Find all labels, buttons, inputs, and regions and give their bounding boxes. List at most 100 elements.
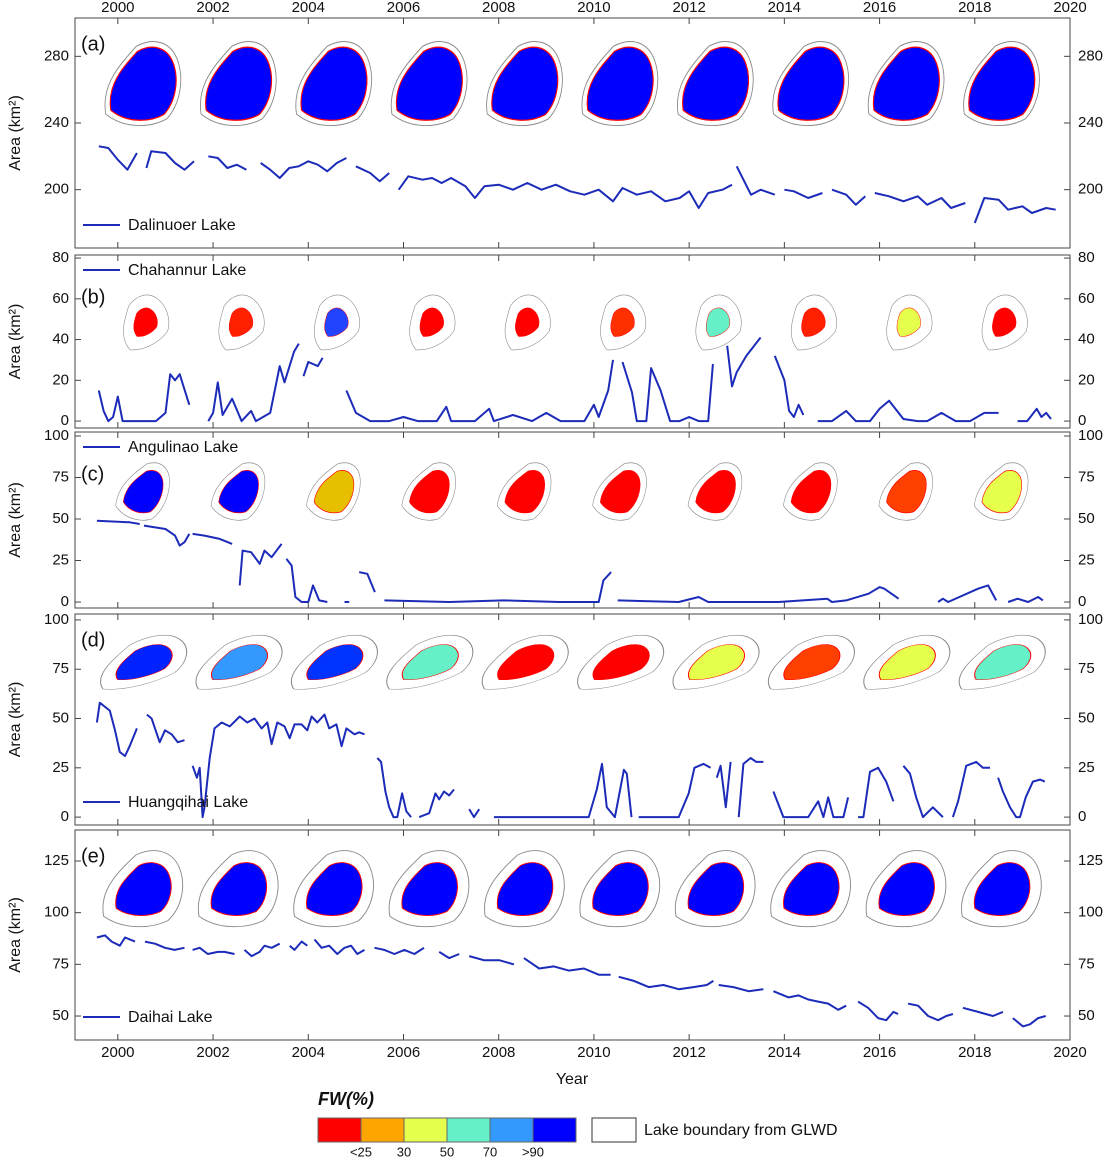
x-tick-label: 2010 <box>577 1044 610 1061</box>
lake-water <box>981 470 1022 514</box>
y-tick-label: 0 <box>61 412 69 429</box>
y2-tick-label: 50 <box>1078 1007 1095 1024</box>
lake-map <box>886 294 933 351</box>
colorbar-swatch <box>532 1117 577 1143</box>
legend-label: Daihai Lake <box>128 1009 213 1026</box>
lake-map <box>783 462 838 521</box>
lake-boundary <box>963 41 1040 127</box>
colorbar-swatch <box>360 1117 405 1143</box>
lake-map <box>295 41 372 127</box>
y-tick-label: 75 <box>52 468 69 485</box>
y2-tick-label: 50 <box>1078 510 1095 527</box>
lake-map <box>592 462 647 521</box>
x-tick-label-top: 2018 <box>958 0 991 16</box>
lake-map <box>961 850 1042 928</box>
x-tick-label-top: 2002 <box>196 0 229 16</box>
lake-boundary <box>592 462 647 521</box>
lake-water <box>974 644 1032 681</box>
legend-label: Dalinuoer Lake <box>128 217 236 234</box>
lake-boundary <box>104 41 182 127</box>
lake-boundary <box>867 41 945 127</box>
series-line <box>98 145 1056 224</box>
panel-frame <box>74 17 1071 249</box>
x-tick-label: 2016 <box>863 1044 896 1061</box>
lake-map <box>687 462 743 521</box>
lake-water <box>205 46 272 121</box>
lake-water <box>491 46 559 121</box>
y-axis-label: Area (km²) <box>7 897 24 973</box>
lake-boundary <box>600 294 647 351</box>
lake-boundary <box>863 634 951 690</box>
panel-frame <box>74 613 1071 826</box>
lake-map <box>863 634 951 690</box>
y-tick-label: 100 <box>44 427 69 444</box>
lake-boundary <box>100 634 188 690</box>
lake-boundary <box>295 41 372 127</box>
y2-tick-label: 50 <box>1078 709 1095 726</box>
y2-tick-label: 0 <box>1078 593 1086 610</box>
colorbar-label: 70 <box>483 1144 497 1159</box>
lake-boundary <box>291 634 378 690</box>
lake-boundary <box>672 634 760 690</box>
colorbar-label: <25 <box>350 1144 372 1159</box>
y-axis-label: Area (km²) <box>7 482 24 558</box>
x-tick-label-top: 2000 <box>101 0 134 16</box>
lake-water <box>504 470 545 514</box>
y-tick-label: 50 <box>52 709 69 726</box>
y2-tick-label: 100 <box>1078 427 1103 444</box>
lake-map <box>390 41 468 127</box>
lake-map <box>867 41 945 127</box>
lake-map <box>123 294 170 351</box>
boundary-legend: Lake boundary from GLWD <box>644 1122 838 1139</box>
lake-map <box>102 850 184 928</box>
colorbar-label: >90 <box>522 1144 544 1159</box>
lake-water <box>682 46 749 121</box>
series-line <box>96 934 1046 1028</box>
lake-boundary <box>981 294 1028 351</box>
lake-map <box>672 634 760 690</box>
y2-tick-label: 75 <box>1078 660 1095 677</box>
series-line <box>96 519 1044 603</box>
lake-water <box>872 46 940 121</box>
y-tick-label: 75 <box>52 955 69 972</box>
y2-tick-label: 75 <box>1078 468 1095 485</box>
x-tick-label-top: 2014 <box>768 0 801 16</box>
lake-boundary <box>783 462 838 521</box>
colorbar-swatch <box>446 1117 491 1143</box>
lake-map <box>973 462 1029 521</box>
lake-boundary <box>210 462 266 521</box>
x-tick-label-top: 2004 <box>292 0 325 16</box>
x-tick-label-top: 2010 <box>577 0 610 16</box>
lake-water <box>496 862 554 916</box>
x-tick-label: 2008 <box>482 1044 515 1061</box>
lake-boundary <box>973 462 1029 521</box>
lake-boundary <box>581 41 659 127</box>
x-tick-label: 2000 <box>101 1044 134 1061</box>
x-tick-label: 2014 <box>768 1044 801 1061</box>
panel-label: (c) <box>81 463 104 485</box>
lake-boundary <box>695 294 742 351</box>
lake-map <box>306 462 361 521</box>
x-tick-label-top: 2008 <box>482 0 515 16</box>
legend-label: Angulinao Lake <box>128 439 238 456</box>
lake-water <box>300 46 368 121</box>
x-tick-label: 2006 <box>387 1044 420 1061</box>
y2-tick-label: 0 <box>1078 412 1086 429</box>
lake-boundary <box>409 294 456 351</box>
lake-map <box>963 41 1040 127</box>
lake-water <box>228 307 254 337</box>
lake-water <box>886 470 927 514</box>
lake-water <box>109 46 177 121</box>
lake-water <box>777 46 845 121</box>
series-line <box>95 701 1046 819</box>
lake-boundary <box>197 850 279 928</box>
lake-water <box>409 470 450 514</box>
lake-water <box>497 644 555 681</box>
lake-map <box>579 850 661 928</box>
lake-boundary <box>674 850 756 928</box>
y-axis-label: Area (km²) <box>7 95 24 171</box>
y2-tick-label: 75 <box>1078 955 1095 972</box>
lake-boundary <box>865 850 947 928</box>
